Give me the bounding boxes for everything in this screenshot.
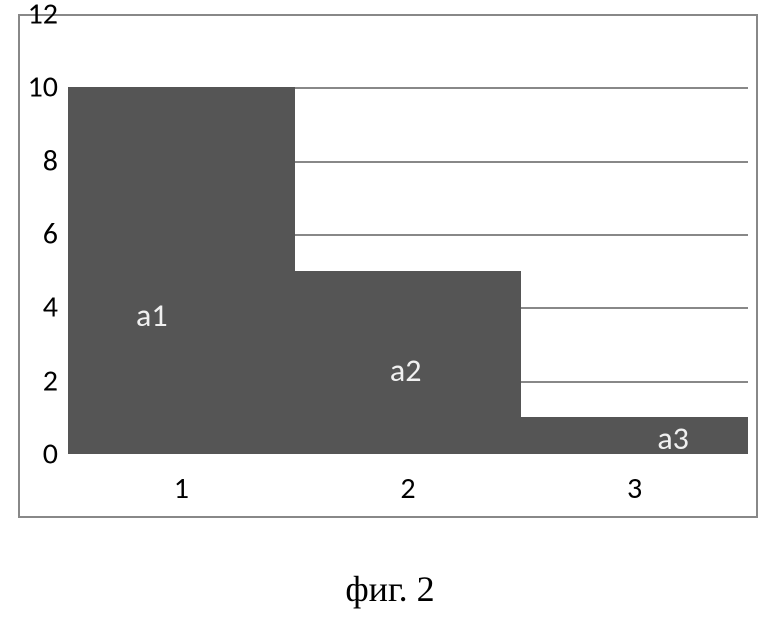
x-tick-label: 2 — [400, 470, 415, 507]
gridline — [68, 14, 748, 16]
figure-wrapper: а1а2а3 024681012 123 фиг. 2 — [0, 0, 780, 630]
y-tick-label: 12 — [0, 0, 58, 33]
y-tick-label: 0 — [0, 436, 58, 473]
plot-area: а1а2а3 — [68, 14, 748, 454]
figure-caption: фиг. 2 — [345, 568, 434, 610]
bar-label: а1 — [136, 296, 168, 335]
x-tick-label: 3 — [627, 470, 642, 507]
bar-label: а3 — [657, 419, 689, 458]
bar-label: а2 — [390, 351, 422, 390]
y-tick-label: 8 — [0, 142, 58, 179]
y-tick-label: 4 — [0, 289, 58, 326]
x-tick-label: 1 — [174, 470, 189, 507]
bar — [521, 417, 748, 454]
y-tick-label: 10 — [0, 69, 58, 106]
y-tick-label: 6 — [0, 216, 58, 253]
bar — [68, 87, 295, 454]
y-tick-label: 2 — [0, 362, 58, 399]
